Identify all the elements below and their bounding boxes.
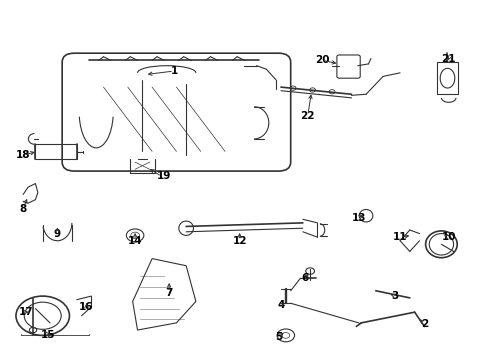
Bar	[436, 62, 458, 94]
Text: 16: 16	[79, 302, 94, 312]
Text: 20: 20	[314, 55, 329, 65]
Text: 2: 2	[420, 319, 427, 329]
Text: 11: 11	[392, 232, 407, 242]
Text: 1: 1	[170, 66, 177, 76]
Text: 13: 13	[351, 212, 365, 222]
Text: 3: 3	[391, 291, 398, 301]
Text: 7: 7	[165, 288, 172, 297]
Text: 5: 5	[274, 332, 282, 342]
Text: 10: 10	[441, 232, 455, 242]
Text: 14: 14	[127, 236, 142, 246]
Text: 4: 4	[277, 300, 284, 310]
Text: 22: 22	[300, 111, 314, 121]
Bar	[35, 144, 77, 158]
Text: 12: 12	[232, 236, 246, 246]
Text: 21: 21	[441, 54, 455, 64]
Text: 17: 17	[19, 307, 33, 317]
Text: 6: 6	[301, 273, 308, 283]
Text: 18: 18	[16, 150, 30, 160]
Text: 19: 19	[157, 171, 171, 181]
Text: 9: 9	[54, 229, 61, 239]
Text: 8: 8	[20, 203, 27, 213]
Text: 15: 15	[40, 330, 55, 341]
